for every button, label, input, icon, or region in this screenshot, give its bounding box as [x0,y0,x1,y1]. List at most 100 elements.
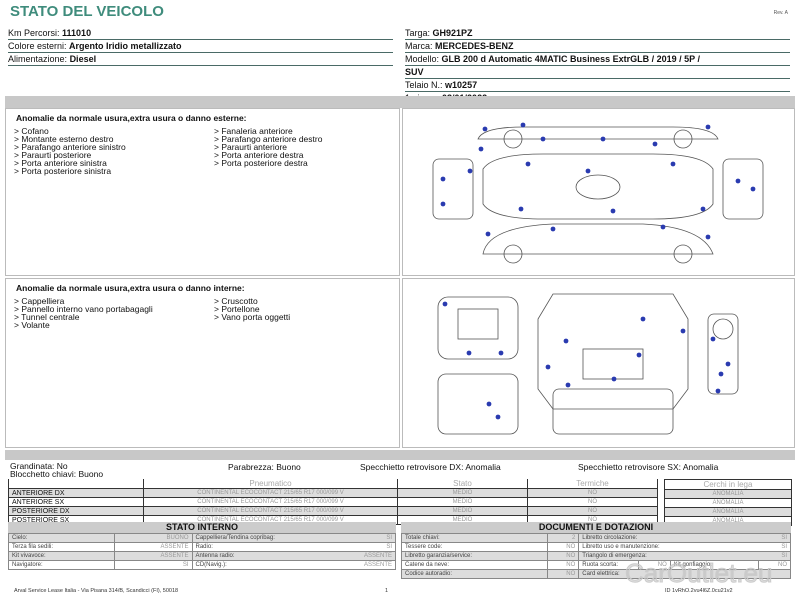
alloy-state: ANOMALIA [664,507,792,517]
grid-row: Codice autoradio: NO Card elettrica: [401,569,791,579]
damage-marker [652,141,658,147]
info-row: Colore esterni: Argento Iridio metallizz… [8,40,393,53]
damage-marker [680,328,686,334]
field-value: 2 [546,533,580,543]
damage-marker [660,224,666,230]
blocchetto-chiavi: Blocchetto chiavi: Buono [10,469,104,479]
alloy-state: ANOMALIA [664,498,792,508]
tyre-model: CONTINENTAL ECOCONTACT 215/65 R17 000/09… [143,506,398,516]
damage-marker [705,234,711,240]
tyre-state: MEDIO [397,497,528,507]
col-header: Stato [397,479,528,489]
info-row: Modello: GLB 200 d Automatic 4MATIC Busi… [405,53,790,66]
car-outline [482,153,714,220]
field-value: SI [114,560,193,570]
car-outline [722,158,764,220]
tyre-model: CONTINENTAL ECOCONTACT 215/65 R17 000/09… [143,497,398,507]
damage-marker [478,146,484,152]
specchietto-sx: Specchietto retrovisore SX: Anomalia [578,462,719,472]
field-label: SI Cappelliera/Tendina copribag: [191,533,397,543]
grid-row: Tessere code: NO SI Libretto uso e manutenz… [401,542,791,552]
exterior-heading: Anomalie da normale usura,extra usura o … [16,113,247,123]
tyre-position: POSTERIORE DX [8,506,144,516]
car-outline [673,129,693,149]
info-row: Marca: MERCEDES-BENZ [405,40,790,53]
damage-item: > Porta anteriore sinistra [14,158,107,168]
damage-item: > Fanaleria anteriore [214,126,293,136]
damage-marker [550,226,556,232]
damage-marker [640,316,646,322]
tyre-winter: NO [527,488,658,498]
col-header: Pneumatico [143,479,398,489]
grid-row: Libretto garanzia/service: NO SI Triangolo … [401,551,791,561]
info-row: Km Percorsi: 111010 [8,27,393,40]
damage-marker [495,414,501,420]
info-left: Km Percorsi: 111010 Colore esterni: Argen… [8,27,393,66]
field-label: SI Radio: [191,542,397,552]
tyre-position: ANTERIORE DX [8,488,144,498]
field-value: SI [781,553,787,559]
damage-marker [715,388,721,394]
tyre-winter: NO [527,497,658,507]
info-row: Targa: GH921PZ [405,27,790,40]
field-value: SI [386,544,392,550]
exterior-damage-list: Anomalie da normale usura,extra usura o … [5,108,400,276]
damage-marker [545,364,551,370]
car-outline [477,126,719,140]
field-label: Kit vivavoce: [7,551,116,561]
field-value: SI [386,535,392,541]
info-row: Telaio N.: w10257 [405,79,790,92]
field-label: Libretto uso e manutenzione: [582,544,660,550]
field-label: Navigatore: [7,560,116,570]
grid-row: Cielo: BUONO SI Cappelliera/Tendina copriba… [7,533,397,543]
documenti-title: DOCUMENTI E DOTAZIONI [401,522,791,533]
info-value: SUV [405,67,424,77]
damage-item: > Porta posteriore destra [214,158,308,168]
field-value: ASSENTE [363,562,392,568]
car-outline [503,129,523,149]
damage-marker [466,350,472,356]
damage-marker [563,338,569,344]
status-line-left: Grandinata: No Blocchetto chiavi: Buono [10,461,104,479]
field-value: ASSENTE [363,553,392,559]
damage-item: > Paraurti posteriore [14,150,92,160]
car-outline [673,244,693,264]
damage-marker [540,136,546,142]
damage-item: > Cruscotto [214,296,258,306]
grandinata: Grandinata: No [10,461,68,471]
car-outline [537,293,689,410]
damage-marker [670,161,676,167]
damage-marker [486,401,492,407]
parabrezza: Parabrezza: Buono [228,462,301,472]
damage-marker [440,201,446,207]
footer-address: Arval Service Lease Italia - Via Pisana … [14,588,179,594]
info-label: Marca: [405,41,433,51]
stato-interno-title: STATO INTERNO [8,522,396,533]
damage-item: > Pannello interno vano portabagagli [14,304,153,314]
car-exterior-diagram [432,122,764,264]
info-value: Argento Iridio metallizzato [69,41,182,51]
divider-band [5,96,795,108]
documenti-dotazioni: DOCUMENTI E DOTAZIONI Totale chiavi: 2 SI L… [401,522,791,579]
car-outline [575,174,621,200]
info-value: GLB 200 d Automatic 4MATIC Business Extr… [441,54,700,64]
damage-marker [520,122,526,128]
car-outline [712,318,734,340]
field-label: SI Libretto circolazione: [578,533,791,543]
field-label: Libretto garanzia/service: [401,551,548,561]
car-outline [437,373,519,435]
info-row: SUV [405,66,790,79]
field-value: NO [546,560,580,570]
damage-marker [442,301,448,307]
interior-diagram [402,278,795,448]
field-label: Antenna radio: [195,553,235,559]
car-outline [503,244,523,264]
field-label: Card elettrica: [578,569,791,579]
damage-marker [700,206,706,212]
info-right: Targa: GH921PZ Marca: MERCEDES-BENZ Modell… [405,27,790,105]
damage-item: > Porta anteriore destra [214,150,304,160]
damage-marker [705,124,711,130]
info-label: Km Percorsi: [8,28,60,38]
exterior-diagram [402,108,795,276]
field-label: Catene da neve: [401,560,548,570]
